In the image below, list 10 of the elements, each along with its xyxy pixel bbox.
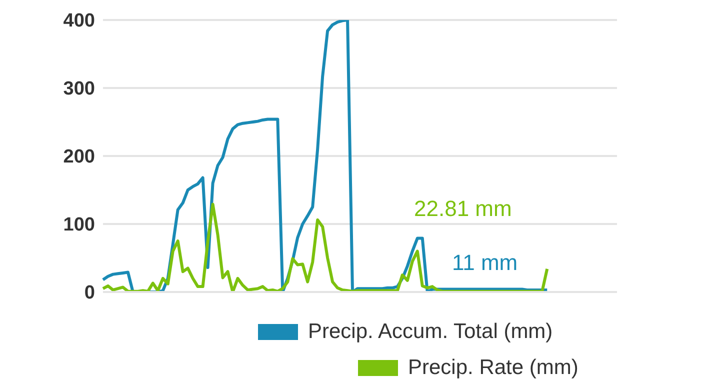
y-tick-label: 200: [63, 146, 95, 168]
annotation: 11 mm: [451, 249, 519, 277]
annotation: 22.81 mm: [413, 195, 513, 223]
y-tick-label: 400: [63, 10, 95, 32]
y-tick-label: 100: [63, 214, 95, 236]
y-tick-label: 0: [84, 282, 95, 304]
y-tick-label: 300: [63, 78, 95, 100]
legend-label: Precip. Rate (mm): [408, 356, 578, 380]
line-series: [102, 202, 549, 292]
legend-label: Precip. Accum. Total (mm): [308, 320, 553, 344]
